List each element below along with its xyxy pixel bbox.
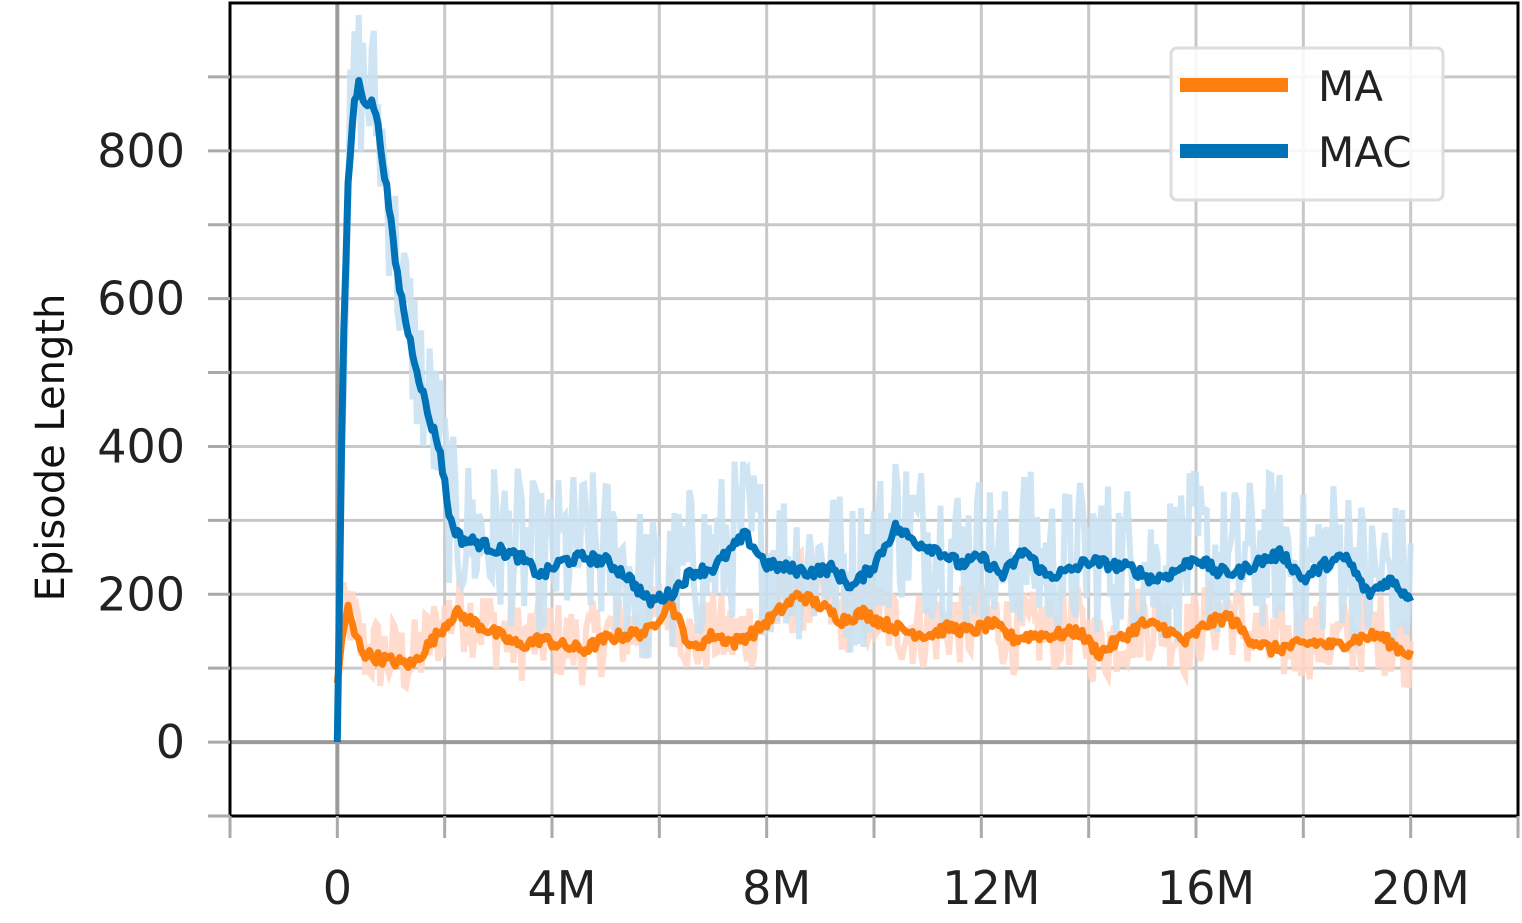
legend-box (1169, 46, 1445, 202)
legend-label-mac: MAC (1318, 128, 1412, 177)
y-tick-label: 800 (97, 124, 185, 178)
y-tick-label: 600 (97, 272, 185, 326)
x-tick-label: 12M (942, 861, 1040, 915)
x-tick-label: 0 (323, 861, 352, 915)
x-tick-label: 8M (742, 861, 811, 915)
y-axis-tick-labels: 0 200 400 600 800 (97, 124, 185, 769)
smoothed-series-layer (333, 77, 1414, 743)
y-tick-label: 200 (97, 567, 185, 621)
axis-ticks (208, 75, 1520, 838)
y-axis-label: Episode Length (28, 294, 74, 602)
y-tick-label: 400 (97, 419, 185, 473)
y-tick-label: 0 (156, 715, 185, 769)
raw-trace-mac (334, 14, 1414, 743)
x-tick-label: 16M (1157, 861, 1255, 915)
series-line-mac (333, 77, 1414, 743)
legend: MA MAC (1169, 46, 1445, 202)
x-tick-label: 20M (1372, 861, 1470, 915)
legend-label-ma: MA (1318, 62, 1383, 111)
x-axis-tick-labels: 0 4M 8M 12M 16M 20M (323, 861, 1470, 915)
raw-series-layer (334, 14, 1414, 743)
x-tick-label: 4M (528, 861, 597, 915)
series-line-ma (333, 589, 1414, 684)
